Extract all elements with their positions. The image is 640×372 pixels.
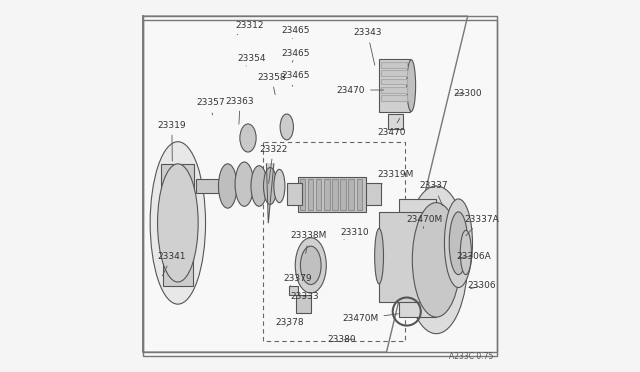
Bar [332,179,338,210]
Bar [379,212,440,302]
Text: 23341: 23341 [157,251,186,276]
Ellipse shape [150,142,205,304]
Ellipse shape [460,230,472,275]
Text: 23338M: 23338M [291,231,327,253]
Text: 23319M: 23319M [377,170,413,185]
Text: 23354: 23354 [237,54,266,66]
Bar [298,177,366,212]
Text: 23333: 23333 [291,292,319,301]
Bar [348,179,354,210]
Bar [196,179,263,193]
Bar [381,95,407,101]
Ellipse shape [405,186,468,334]
Text: 23312: 23312 [235,21,264,35]
Ellipse shape [407,60,415,112]
Bar [161,164,195,193]
Bar [366,183,381,205]
Text: 23300: 23300 [453,89,481,98]
Ellipse shape [295,238,326,293]
Polygon shape [143,16,468,352]
Ellipse shape [235,162,253,206]
Ellipse shape [251,166,268,206]
Bar [388,114,403,129]
Text: 23470M: 23470M [407,215,443,228]
Bar [308,179,314,210]
Text: 23378: 23378 [276,318,304,327]
Text: 23470M: 23470M [342,314,399,323]
Ellipse shape [218,164,237,208]
Ellipse shape [300,246,321,285]
Text: 23310: 23310 [340,228,369,240]
Ellipse shape [412,203,460,317]
Text: 23470: 23470 [337,86,384,94]
Text: 23357: 23357 [196,99,225,115]
Ellipse shape [240,124,256,152]
Bar [324,179,330,210]
Bar [316,179,321,210]
Bar [163,193,193,286]
Text: 23380: 23380 [328,335,356,344]
Ellipse shape [374,228,383,284]
Text: 23322: 23322 [259,145,287,183]
Text: 23465: 23465 [281,26,310,38]
Bar [381,87,407,93]
FancyBboxPatch shape [143,20,497,356]
Bar [381,62,407,68]
Text: 23465: 23465 [281,71,310,86]
Text: 23306A: 23306A [456,251,492,261]
Text: 23465: 23465 [281,49,310,62]
Bar [381,78,407,84]
Text: 23358: 23358 [257,73,286,94]
Bar [289,286,298,295]
Bar [296,295,311,313]
Text: 23319: 23319 [157,121,186,161]
Ellipse shape [280,114,293,140]
Ellipse shape [264,167,277,205]
Bar [381,70,407,76]
Text: 23379: 23379 [283,274,312,286]
Text: 23337A: 23337A [464,215,499,236]
Bar [356,179,362,210]
Bar [300,179,305,210]
Text: 23363: 23363 [226,97,255,124]
Ellipse shape [274,169,285,203]
Bar [399,199,436,317]
Text: A233C 0.75: A233C 0.75 [449,352,493,361]
Text: 23343: 23343 [353,28,381,65]
Ellipse shape [444,199,472,288]
Bar [287,183,301,205]
Text: 23306: 23306 [468,281,496,290]
Polygon shape [266,164,274,223]
Ellipse shape [449,212,468,275]
Bar [379,59,410,112]
Bar [340,179,346,210]
Text: 23470: 23470 [377,118,406,137]
Ellipse shape [157,164,198,282]
Text: 23337: 23337 [420,182,448,206]
